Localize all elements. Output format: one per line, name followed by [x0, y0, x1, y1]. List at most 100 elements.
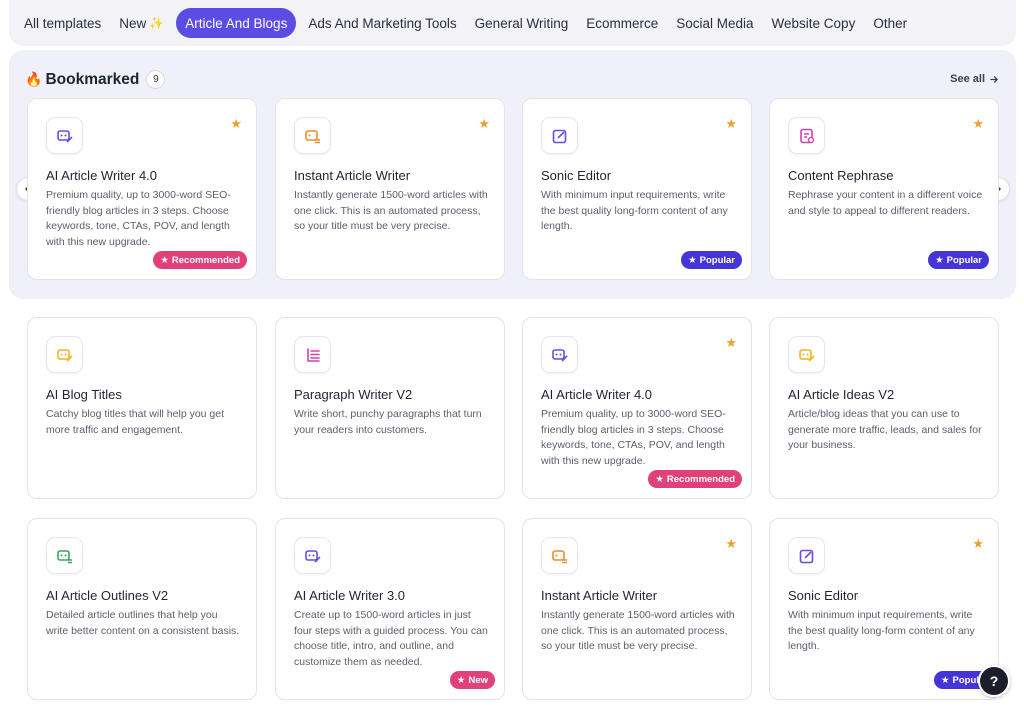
fire-icon: 🔥 — [25, 71, 43, 87]
tab-general-writing[interactable]: General Writing — [469, 8, 575, 38]
bookmarked-card[interactable]: ★ Instant Article Writer Instantly gener… — [275, 98, 505, 280]
card-title: Instant Article Writer — [541, 588, 658, 603]
see-all-link[interactable]: See all — [950, 73, 999, 85]
robot-pen-icon — [56, 129, 73, 143]
category-tabs: All templates New ✨ Article And Blogs Ads… — [9, 0, 1016, 46]
robot-lines-icon — [304, 129, 320, 143]
star-icon: ★ — [935, 254, 944, 266]
tab-website-copy[interactable]: Website Copy — [766, 8, 862, 38]
card-description: Create up to 1500-word articles in just … — [294, 609, 488, 668]
bookmark-star-icon[interactable]: ★ — [478, 116, 490, 131]
template-card[interactable]: AI Article Ideas V2 Article/blog ideas t… — [769, 317, 999, 499]
bookmarked-header: 🔥 Bookmarked 9 — [25, 70, 166, 89]
sparkles-icon: ✨ — [149, 16, 165, 30]
star-icon: ★ — [655, 473, 664, 485]
star-icon: ★ — [456, 674, 466, 686]
bookmark-star-icon[interactable]: ★ — [972, 116, 984, 131]
bookmark-star-icon[interactable]: ★ — [972, 536, 984, 551]
tab-label: Ecommerce — [586, 15, 659, 31]
rephrase-icon — [799, 128, 814, 143]
template-icon-box — [46, 117, 83, 154]
card-description: Instantly generate 1500-word articles wi… — [294, 189, 488, 232]
tab-ads-and-marketing-tools[interactable]: Ads And Marketing Tools — [302, 8, 462, 38]
bookmark-star-icon[interactable]: ★ — [230, 116, 242, 131]
paragraph-icon — [306, 347, 320, 362]
card-description: Write short, punchy paragraphs that turn… — [294, 408, 482, 436]
robot-pen-icon — [56, 348, 73, 362]
bookmark-star-icon[interactable]: ★ — [725, 116, 737, 131]
robot-pen-icon — [304, 549, 321, 563]
template-icon-box — [294, 336, 331, 373]
card-title: AI Article Ideas V2 — [788, 387, 895, 402]
card-description: With minimum input requirements, write t… — [541, 189, 728, 232]
template-icon-box — [788, 117, 825, 154]
tab-all-templates[interactable]: All templates — [18, 8, 107, 38]
template-icon-box — [541, 336, 578, 373]
bookmark-star-icon[interactable]: ★ — [725, 335, 737, 350]
star-icon: ★ — [688, 254, 697, 266]
card-description: Rephrase your content in a different voi… — [788, 189, 983, 217]
star-icon: ★ — [941, 674, 950, 686]
template-card[interactable]: ★ Instant Article Writer Instantly gener… — [522, 518, 752, 700]
badge-label: New — [468, 674, 488, 686]
template-icon-box — [541, 117, 578, 154]
card-title: AI Article Writer 3.0 — [294, 588, 406, 603]
star-icon: ★ — [160, 254, 169, 266]
template-card[interactable]: ★ AI Article Writer 4.0 Premium quality,… — [522, 317, 752, 499]
card-title: Paragraph Writer V2 — [294, 387, 413, 402]
tab-social-media[interactable]: Social Media — [670, 8, 759, 38]
card-description: Premium quality, up to 3000-word SEO-fri… — [541, 408, 726, 467]
template-icon-box — [788, 336, 825, 373]
tab-other[interactable]: Other — [867, 8, 913, 38]
new-badge: ★ New — [449, 671, 495, 689]
recommended-badge: ★ Recommended — [648, 470, 742, 488]
card-title: Sonic Editor — [788, 588, 859, 603]
template-icon-box — [46, 336, 83, 373]
robot-lines-icon — [551, 549, 567, 563]
popular-badge: ★ Popular — [928, 251, 989, 269]
card-title: Sonic Editor — [541, 168, 612, 183]
help-button[interactable]: ? — [978, 665, 1010, 697]
popular-badge: ★ Popular — [681, 251, 742, 269]
template-card[interactable]: AI Article Writer 3.0 Create up to 1500-… — [275, 518, 505, 700]
tab-new[interactable]: New ✨ — [113, 8, 170, 38]
tab-article-and-blogs[interactable]: Article And Blogs — [176, 8, 297, 38]
card-description: Detailed article outlines that help you … — [46, 609, 240, 637]
template-card[interactable]: ★ Sonic Editor With minimum input requir… — [769, 518, 999, 700]
card-title: AI Article Writer 4.0 — [541, 387, 653, 402]
tab-label: Website Copy — [771, 15, 856, 31]
badge-label: Recommended — [171, 254, 240, 266]
template-icon-box — [294, 537, 331, 574]
badge-label: Popular — [699, 254, 735, 266]
bookmarked-card[interactable]: ★ Sonic Editor With minimum input requir… — [522, 98, 752, 280]
bookmarked-title: Bookmarked — [45, 70, 140, 88]
tab-label: All templates — [24, 15, 102, 31]
badge-label: Recommended — [666, 473, 735, 485]
bookmarked-card[interactable]: ★ Content Rephrase Rephrase your content… — [769, 98, 999, 280]
card-description: Catchy blog titles that will help you ge… — [46, 408, 225, 436]
tab-label: New — [119, 15, 147, 31]
see-all-label: See all — [950, 73, 985, 85]
template-icon-box — [46, 537, 83, 574]
card-description: With minimum input requirements, write t… — [788, 609, 975, 652]
template-card[interactable]: AI Article Outlines V2 Detailed article … — [27, 518, 257, 700]
robot-pen-icon — [798, 348, 815, 362]
bookmark-star-icon[interactable]: ★ — [725, 536, 737, 551]
template-icon-box — [541, 537, 578, 574]
card-description: Instantly generate 1500-word articles wi… — [541, 609, 735, 652]
robot-pen-icon — [551, 348, 568, 362]
edit-square-icon — [799, 549, 813, 563]
tab-ecommerce[interactable]: Ecommerce — [580, 8, 664, 38]
card-title: AI Article Outlines V2 — [46, 588, 169, 603]
bookmarked-card[interactable]: ★ AI Article Writer 4.0 Premium quality,… — [27, 98, 257, 280]
template-card[interactable]: AI Blog Titles Catchy blog titles that w… — [27, 317, 257, 499]
tab-label: Ads And Marketing Tools — [308, 15, 457, 31]
card-title: AI Article Writer 4.0 — [46, 168, 158, 183]
template-card[interactable]: Paragraph Writer V2 Write short, punchy … — [275, 317, 505, 499]
card-description: Premium quality, up to 3000-word SEO-fri… — [46, 189, 231, 248]
tab-label: Article And Blogs — [185, 15, 288, 31]
card-title: Instant Article Writer — [294, 168, 411, 183]
help-icon: ? — [989, 673, 999, 689]
badge-label: Popula — [952, 674, 985, 686]
card-description: Article/blog ideas that you can use to g… — [788, 408, 982, 451]
